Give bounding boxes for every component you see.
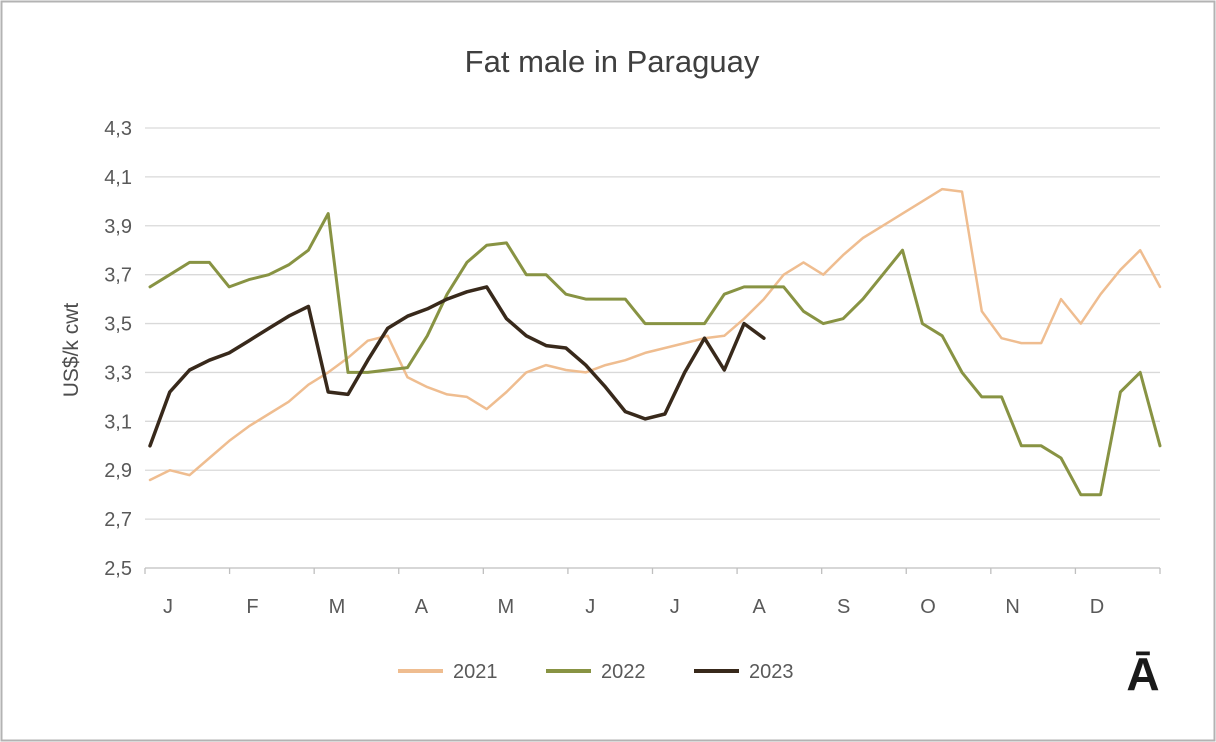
y-tick-label: 2,5: [104, 558, 132, 580]
x-tick-label: N: [1005, 596, 1019, 618]
legend-item-2021: 2021: [398, 661, 498, 683]
x-tick-label: J: [163, 596, 173, 618]
corner-letter: Ā: [1126, 648, 1159, 700]
series-line-2021: [148, 187, 1162, 482]
legend-label-2023: 2023: [749, 661, 794, 683]
y-tick-label: 3,5: [104, 314, 132, 336]
y-axis-title: US$/k cwt: [60, 303, 83, 398]
y-tick-label: 3,9: [104, 216, 132, 238]
y-tick-label: 4,3: [104, 118, 132, 140]
x-axis-ticks: [144, 568, 1161, 574]
chart-title: Fat male in Paraguay: [465, 44, 760, 79]
series-line-2023: [148, 285, 766, 448]
legend-item-2022: 2022: [546, 661, 646, 683]
y-tick-label: 3,3: [104, 362, 132, 384]
x-tick-label: O: [920, 596, 936, 618]
y-tick-label: 2,7: [104, 509, 132, 531]
y-tick-label: 3,7: [104, 265, 132, 287]
x-tick-label: D: [1090, 596, 1104, 618]
series-line-2022: [148, 212, 1162, 497]
y-tick-label: 3,1: [104, 411, 132, 433]
x-tick-label: J: [585, 596, 595, 618]
legend: 2021 2022 2023: [398, 661, 794, 683]
series-lines: [148, 187, 1162, 497]
x-tick-label: S: [837, 596, 850, 618]
x-tick-label: A: [753, 596, 767, 618]
y-tick-labels: 4,3 4,1 3,9 3,7 3,5 3,3 3,1 2,9 2,7 2,5: [104, 118, 132, 580]
x-tick-label: M: [329, 596, 346, 618]
legend-label-2021: 2021: [453, 661, 498, 683]
x-tick-label: A: [415, 596, 429, 618]
x-tick-label: J: [670, 596, 680, 618]
y-tick-label: 4,1: [104, 167, 132, 189]
x-tick-label: M: [497, 596, 514, 618]
legend-label-2022: 2022: [601, 661, 646, 683]
legend-item-2023: 2023: [694, 661, 794, 683]
y-tick-label: 2,9: [104, 460, 132, 482]
x-tick-label: F: [246, 596, 258, 618]
gridlines: [145, 127, 1160, 569]
